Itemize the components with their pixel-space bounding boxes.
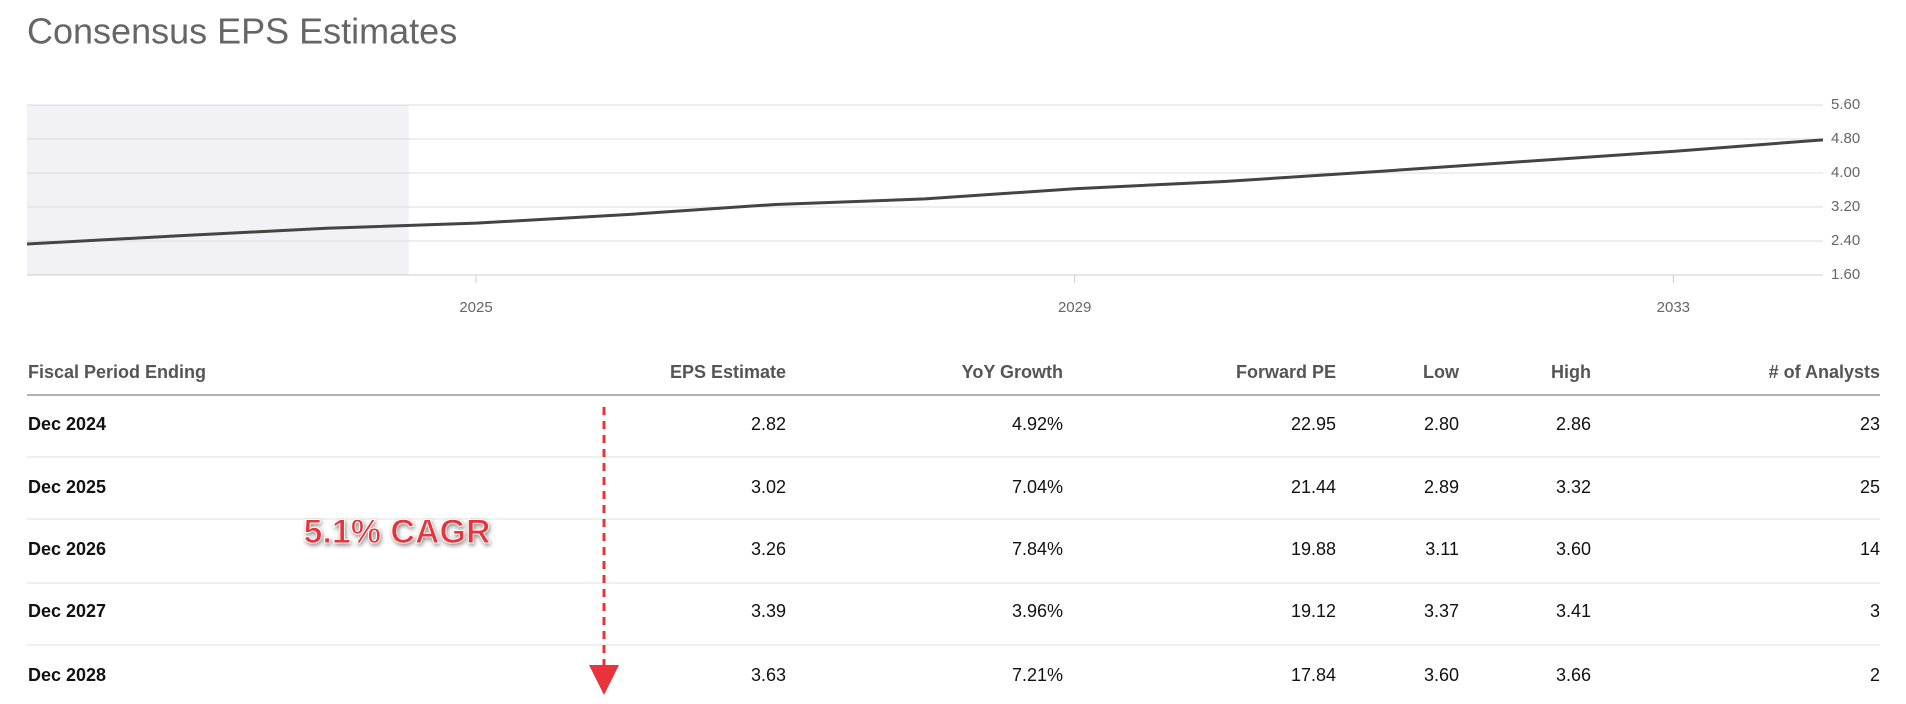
y-tick-label: 5.60 (1831, 96, 1860, 113)
column-header: Fiscal Period Ending (28, 362, 206, 382)
table-cell: 3.37 (1424, 601, 1459, 621)
table-cell: 3 (1870, 601, 1880, 621)
table-cell: 3.66 (1556, 665, 1591, 685)
table-cell: Dec 2025 (28, 477, 106, 497)
table-cell: 3.63 (751, 665, 786, 685)
table-cell: 3.39 (751, 601, 786, 621)
table-cell: 22.95 (1291, 414, 1336, 434)
table-cell: 3.60 (1556, 539, 1591, 559)
table-cell: 2.80 (1424, 414, 1459, 434)
x-tick-label: 2025 (459, 299, 492, 316)
table-cell: Dec 2028 (28, 665, 106, 685)
table-cell: Dec 2027 (28, 601, 106, 621)
x-tick-label: 2033 (1657, 299, 1690, 316)
table-cell: 3.26 (751, 539, 786, 559)
x-tick-label: 2029 (1058, 299, 1091, 316)
table-cell: 3.02 (751, 477, 786, 497)
table-cell: 7.04% (1012, 477, 1063, 497)
y-tick-label: 4.00 (1831, 164, 1860, 181)
table-cell: 3.41 (1556, 601, 1591, 621)
table-cell: 21.44 (1291, 477, 1336, 497)
table-cell: 2.89 (1424, 477, 1459, 497)
table-cell: 2.86 (1556, 414, 1591, 434)
table-cell: 3.60 (1424, 665, 1459, 685)
y-tick-label: 3.20 (1831, 198, 1860, 215)
y-tick-label: 1.60 (1831, 266, 1860, 283)
table-cell: 7.21% (1012, 665, 1063, 685)
column-header: EPS Estimate (670, 362, 786, 382)
column-header: YoY Growth (962, 362, 1063, 382)
table-cell: 19.12 (1291, 601, 1336, 621)
table-cell: 3.11 (1425, 539, 1459, 559)
y-tick-label: 4.80 (1831, 130, 1860, 147)
table-cell: 2 (1870, 665, 1880, 685)
table-cell: 3.32 (1556, 477, 1591, 497)
column-header: High (1551, 362, 1591, 382)
table-cell: 19.88 (1291, 539, 1336, 559)
table-cell: 4.92% (1012, 414, 1063, 434)
annotation: 5.1% CAGR (303, 513, 490, 551)
table-cell: 17.84 (1291, 665, 1336, 685)
table-cell: 3.96% (1012, 601, 1063, 621)
table-cell: 23 (1860, 414, 1880, 434)
table-cell: Dec 2024 (28, 414, 106, 434)
column-header: # of Analysts (1769, 362, 1880, 382)
title: Consensus EPS Estimates (27, 11, 457, 52)
column-header: Low (1423, 362, 1460, 382)
table-cell: 14 (1860, 539, 1880, 559)
column-header: Forward PE (1236, 362, 1336, 382)
table-cell: 7.84% (1012, 539, 1063, 559)
table-cell: 25 (1860, 477, 1880, 497)
table-cell: 2.82 (751, 414, 786, 434)
eps-line (26, 138, 1824, 246)
y-tick-label: 2.40 (1831, 232, 1860, 249)
table-cell: Dec 2026 (28, 539, 106, 559)
history-shade (27, 105, 409, 275)
